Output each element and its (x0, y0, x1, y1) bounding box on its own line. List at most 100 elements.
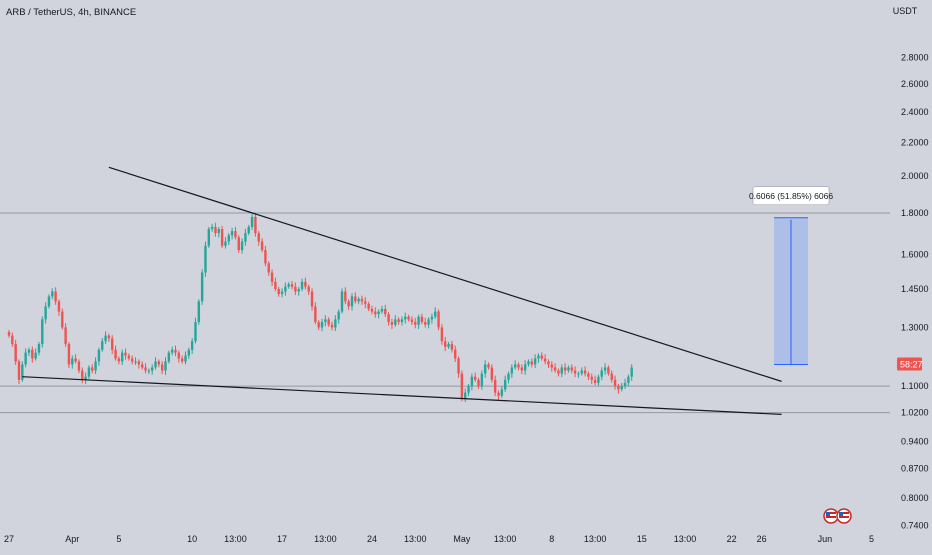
x-tick-label: 13:00 (584, 534, 607, 544)
candle-body (380, 308, 384, 312)
trendline[interactable] (108, 166, 782, 382)
candle-body (387, 314, 390, 323)
candle-body (344, 291, 347, 302)
candle-body (57, 301, 61, 312)
candle-body (590, 376, 593, 380)
candle-body (540, 355, 543, 359)
measure-label-box (752, 186, 830, 206)
candle-body (71, 358, 74, 365)
candle-body (194, 322, 197, 342)
candle-body (533, 358, 537, 365)
candle-body (250, 216, 254, 227)
candle-body (444, 341, 447, 347)
candle-body (117, 358, 121, 362)
y-tick-label: 0.7400 (901, 520, 929, 530)
candle-body (27, 349, 31, 353)
candle-body (374, 311, 377, 315)
trendline[interactable] (22, 376, 782, 415)
candle-body (287, 284, 290, 287)
candle-body (627, 376, 630, 383)
candle-body (617, 386, 620, 390)
y-tick-label: 1.4500 (901, 284, 929, 294)
trendlines[interactable] (22, 166, 782, 415)
candle-body (54, 291, 57, 302)
candle-body (91, 367, 94, 371)
candle-body (517, 364, 520, 368)
candle-body (537, 355, 540, 359)
candle-body (170, 349, 174, 353)
candle-body (547, 361, 550, 365)
candle-body (567, 367, 570, 371)
candle-body (367, 303, 370, 309)
candle-body (583, 370, 587, 374)
candle-body (327, 319, 330, 325)
candle-body (407, 316, 410, 320)
candle-body (190, 341, 194, 350)
x-axis[interactable]: 27 Apr 5 10 13:00 17 13:00 24 13:00 May 13:00 8 13:0… (4, 534, 874, 544)
candle-body (244, 233, 247, 242)
candle-body (500, 389, 504, 396)
price-label: 58:27 (897, 357, 923, 371)
candle-body (107, 335, 111, 339)
candle-body (397, 319, 400, 323)
x-tick-label: 24 (367, 534, 377, 544)
candle-body (410, 319, 414, 323)
candle-body (81, 370, 84, 380)
candle-body (21, 364, 24, 380)
x-tick-label: 5 (869, 534, 874, 544)
candle-body (483, 364, 487, 374)
candle-body (97, 349, 101, 362)
candle-body (51, 291, 54, 297)
candle-body (457, 358, 460, 374)
price-range-measure[interactable]: 0.6066 (51.85%) 6066 (749, 186, 833, 365)
candle-body (214, 226, 217, 234)
candle-body (474, 376, 477, 380)
candle-body (623, 382, 627, 387)
y-tick-label: 0.8000 (901, 493, 929, 503)
candle-body (294, 286, 297, 292)
candle-body (573, 370, 577, 374)
x-tick-label: 13:00 (314, 534, 337, 544)
candle-body (603, 367, 607, 371)
candle-body (563, 367, 567, 371)
candle-body (210, 226, 214, 230)
y-tick-label: 2.6000 (901, 79, 929, 89)
candle-body (610, 373, 613, 380)
candle-body (274, 281, 277, 290)
candle-body (34, 352, 37, 359)
candle-body (377, 311, 380, 315)
candle-body (324, 319, 327, 323)
candle-body (230, 231, 234, 236)
candle-body (280, 291, 284, 294)
candle-body (507, 373, 510, 380)
candle-body (490, 367, 494, 380)
candle-body (464, 392, 467, 400)
candle-body (357, 298, 360, 302)
x-tick-label: 13:00 (404, 534, 427, 544)
candle-body (513, 364, 517, 368)
candle-body (580, 370, 583, 374)
candle-body (220, 229, 224, 246)
candle-body (157, 361, 161, 365)
candle-body (87, 367, 91, 377)
candle-body (350, 296, 354, 307)
candle-body (224, 241, 227, 246)
y-tick-label: 1.1000 (901, 381, 929, 391)
candle-body (307, 286, 310, 292)
flag-us-icon[interactable] (836, 508, 852, 524)
y-axis[interactable]: 2.8000 2.6000 2.4000 2.2000 2.0000 1.8000 1.60… (901, 53, 929, 531)
candle-body (217, 229, 220, 234)
candle-body (527, 361, 530, 365)
y-tick-label: 1.6000 (901, 249, 929, 259)
x-tick-label: 10 (187, 534, 197, 544)
candle-body (480, 373, 484, 387)
x-tick-label: 17 (277, 534, 287, 544)
candle-body (460, 373, 464, 400)
candle-body (114, 349, 117, 359)
flag-us-icon[interactable] (823, 508, 839, 524)
candle-body (254, 216, 257, 234)
event-icons[interactable] (823, 508, 852, 524)
x-tick-label: 22 (727, 534, 737, 544)
